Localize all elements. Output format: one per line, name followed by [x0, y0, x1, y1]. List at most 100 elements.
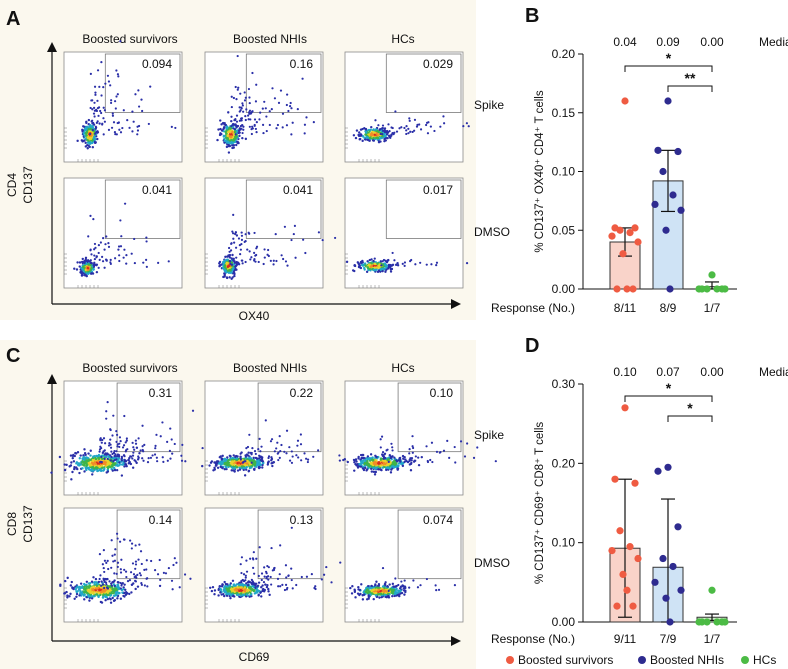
panel-a-plot-r2c1-outlier — [109, 262, 112, 266]
panel-c-plot-r2c1-outlier — [102, 566, 105, 570]
panel-c-plot-r2c1-event — [106, 597, 110, 601]
panel-c-plot-r2c1-outlier — [134, 544, 137, 547]
panel-a-plot-r2c1-event — [78, 261, 82, 264]
panel-c-plot-r2c2-outlier — [267, 575, 270, 578]
panel-c-plot-r2c2-event — [264, 583, 267, 586]
panel-c-plot-r2c1-outlier — [137, 558, 140, 561]
chart-b-point — [674, 147, 682, 156]
panel-c-plot-r2c2-event — [228, 590, 232, 593]
panel-c-plot-r2c3-event — [372, 588, 375, 592]
panel-c-plot-r1c3-event — [356, 466, 360, 469]
panel-a-plot-r2c2-event — [222, 275, 225, 279]
panel-c-plot-r1c3-outlier — [379, 438, 382, 441]
panel-c-plot-r2c2-event — [266, 584, 269, 587]
panel-a-letter: A — [6, 8, 20, 30]
panel-a-plot-r1c1-event — [85, 120, 88, 124]
panel-a-plot-r1c3-event — [359, 128, 363, 131]
panel-c-plot-r2c1-event — [73, 597, 76, 601]
panel-a-plot-r2c2-outlier — [241, 259, 244, 262]
panel-c-plot-r1c1-event — [79, 463, 82, 466]
panel-c-plot-r1c1-outlier — [116, 445, 119, 448]
panel-c-plot-r2c2-outlier — [267, 566, 270, 569]
panel-a-plot-r2c1-outlier — [119, 219, 122, 222]
panel-c-plot-r2c3-event — [391, 582, 395, 586]
panel-a-plot-r1c2-event — [230, 135, 233, 138]
panel-a-plot-r2c1-event — [86, 266, 90, 270]
panel-c-plot-r1c2-outlier — [260, 458, 263, 462]
panel-c-plot-r2c2-event — [222, 586, 226, 589]
panel-c-plot-r2c1-event — [103, 594, 107, 598]
panel-a-plot-r2c1-outlier — [97, 251, 100, 255]
panel-a-plot-r1c2-outlier — [250, 132, 253, 136]
panel-c-plot-r2c2-event — [263, 588, 267, 592]
chart-b-point — [666, 285, 674, 293]
panel-a-plot-r1c1-event — [85, 134, 88, 137]
panel-a-plot-r2c2-event — [237, 263, 241, 266]
panel-a-plot-r1c1-event — [76, 139, 79, 143]
chart-b-point — [654, 146, 662, 154]
panel-c-plot-r2c2-outlier — [281, 583, 284, 586]
panel-a-plot-r1c1-event — [88, 137, 91, 141]
panel-c-plot-r1c1-event — [96, 469, 99, 473]
panel-c-plot-r1c2-outlier — [267, 461, 270, 464]
panel-a-plot-r1c2-outlier — [305, 116, 308, 119]
panel-c-plot-r1c1-event — [95, 467, 99, 470]
panel-c-plot-r2c3-event — [366, 588, 369, 591]
panel-c-col-1-title: Boosted survivors — [82, 361, 177, 375]
panel-c-plot-r1c2-event — [218, 455, 222, 459]
panel-c-plot-r2c3-event — [349, 586, 352, 590]
panel-c-plot-r2c1-outlier — [119, 587, 122, 590]
panel-a-plot-r1c3-outlier — [381, 133, 384, 136]
panel-a-plot-r1c3-outlier — [394, 110, 397, 113]
panel-c-plot-r1c1-event — [104, 463, 107, 466]
panel-a-plot-r2c2-outlier — [240, 231, 243, 234]
panel-a-plot-r1c2-outlier — [253, 124, 256, 127]
panel-c-plot-r1c1-event — [78, 471, 81, 475]
chart-d-y-tick-label: 0.00 — [552, 615, 576, 629]
panel-a-plot-r2c2-outlier — [234, 232, 237, 236]
panel-a-plot-r1c2-outlier — [263, 100, 266, 103]
panel-c-plot-r1c2-outlier — [246, 445, 250, 449]
panel-c-plot-r1c2-outlier — [290, 461, 294, 464]
panel-c-plot-r1c1-outlier — [125, 437, 128, 440]
panel-c-plot-r1c1-event — [138, 452, 141, 455]
panel-a-plot-r2c2-outlier — [275, 259, 278, 263]
panel-a-plot-r1c2-outlier — [275, 127, 278, 130]
panel-c-plot-r1c2-outlier — [296, 439, 300, 442]
panel-c-plot-r1c1-outlier — [161, 456, 164, 459]
panel-c-plot-r1c2-event — [256, 457, 259, 460]
panel-c-plot-r1c3-event — [366, 460, 369, 464]
panel-a-plot-r1c2-outlier — [250, 127, 253, 131]
panel-a-plot-r2c3-event — [376, 262, 379, 265]
panel-c-plot-r1c1-event — [97, 457, 101, 461]
panel-c-plot-r2c1-outlier — [121, 582, 124, 585]
chart-d-y-label: % CD137⁺ CD69⁺ CD8⁺ T cells — [534, 422, 546, 584]
chart-b-sig-bracket-1 — [624, 65, 713, 72]
panel-c-plot-r2c1-event — [109, 601, 113, 604]
panel-c-plot-r2c1-event — [69, 584, 73, 587]
panel-c-plot-r2c2-event — [239, 594, 243, 597]
panel-c-plot-r1c1-outlier — [109, 438, 112, 441]
panel-a-plot-r1c2-outlier — [245, 108, 248, 111]
panel-a-plot-r1c1-outlier — [111, 114, 115, 117]
panel-c-plot-r2c3-event — [359, 592, 362, 596]
panel-c-plot-r2c1-event — [94, 577, 98, 581]
panel-a-plot-r2c1-outlier — [117, 245, 121, 248]
panel-c-plot-r1c2-event — [229, 455, 232, 458]
panel-a-plot-r1c2-outlier — [254, 100, 258, 103]
panel-c-plot-r1c3-outlier — [472, 456, 476, 459]
panel-c-plot-r1c1-event — [84, 453, 87, 457]
panel-c-plot-r2c1-event — [112, 591, 115, 595]
panel-a-plot-r1c2-outlier — [296, 108, 299, 111]
panel-c-plot-r1c1-event — [124, 463, 127, 466]
panel-a-plot-r2c1-outlier — [118, 259, 121, 263]
panel-a-plot-r2c1-gate — [104, 179, 181, 239]
panel-a-plot-r1c1-outlier — [89, 132, 92, 136]
panel-c-plot-r1c3-event — [382, 459, 385, 463]
panel-a-plot-r2c3-gate-value: 0.017 — [423, 183, 453, 197]
panel-a-plot-r2c2-outlier — [272, 263, 275, 266]
panel-c-plot-r1c1-outlier — [154, 444, 157, 447]
panel-c-plot-r1c1-event — [88, 462, 91, 466]
panel-c-plot-r2c2-event — [260, 586, 263, 589]
panel-c-plot-r1c1-event — [83, 462, 87, 465]
